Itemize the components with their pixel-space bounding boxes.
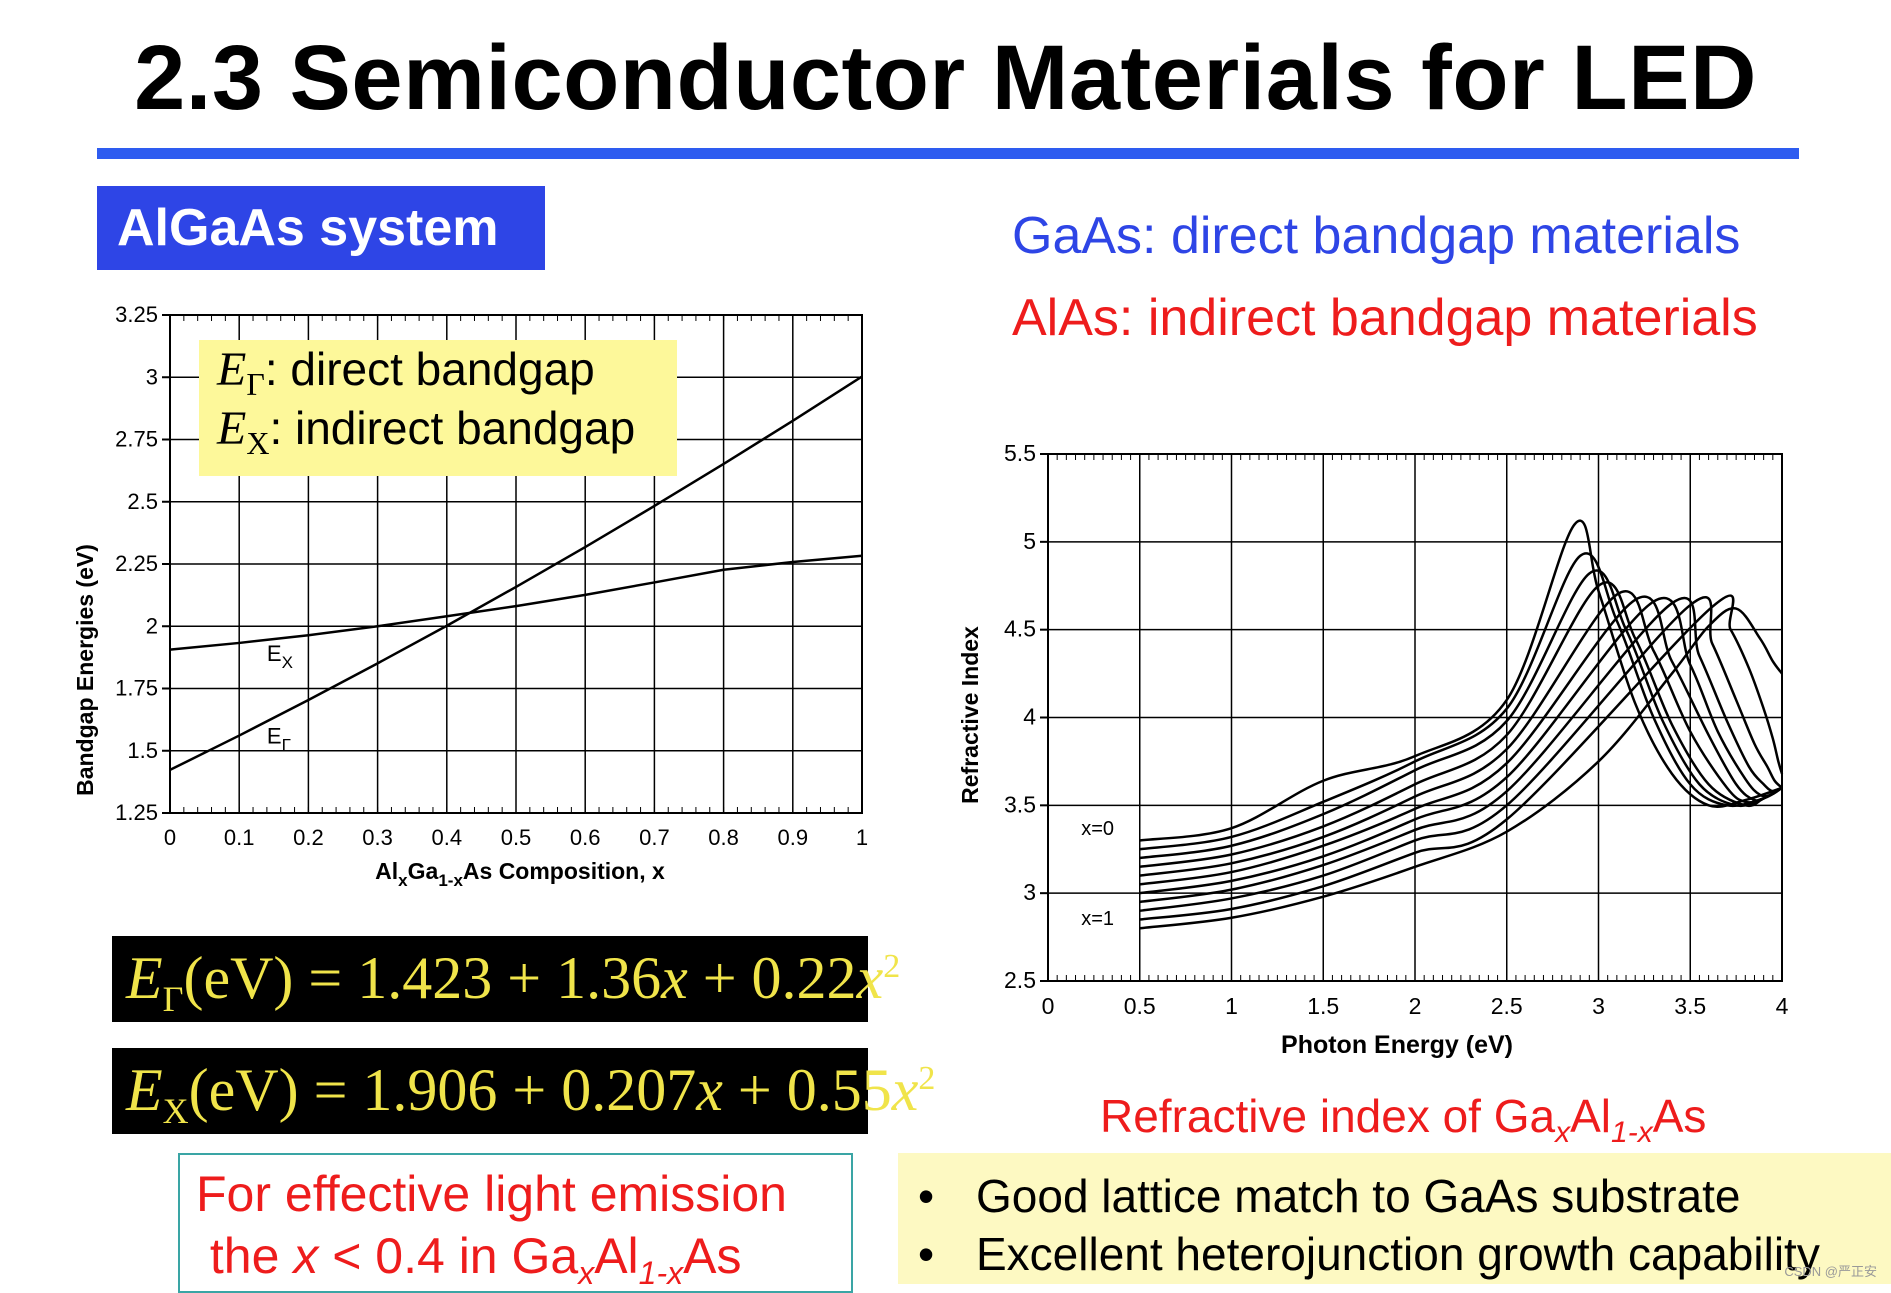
y-tick-label: 2.5 xyxy=(1004,967,1036,993)
x-tick-label: 3.5 xyxy=(1674,993,1706,1019)
bandgap-series-labels: EX EΓ xyxy=(267,641,293,754)
bandgap-legend: EΓ: direct bandgap EX: indirect bandgap xyxy=(199,340,677,476)
x-tick-label: 0.5 xyxy=(1124,993,1156,1019)
y-tick-label: 2.5 xyxy=(127,489,158,514)
x-tick-label: 2 xyxy=(1409,993,1422,1019)
equation-gamma: EΓ(eV) = 1.423 + 1.36x + 0.22x2 xyxy=(112,936,900,1022)
series-line-7 xyxy=(1139,596,1783,904)
alas-note: AlAs: indirect bandgap materials xyxy=(1012,289,1758,347)
series-line-1 xyxy=(1139,552,1783,851)
series-line-4 xyxy=(1139,590,1783,877)
y-tick-label: 3 xyxy=(146,364,158,389)
refractive-grid xyxy=(1047,453,1783,982)
x-tick-label: 1.5 xyxy=(1307,993,1339,1019)
series-label: EΓ xyxy=(267,723,291,754)
y-tick-label: 2 xyxy=(146,613,158,638)
bullet-box: • Good lattice match to GaAs substrate • E… xyxy=(898,1153,1891,1284)
x-tick-label: 0 xyxy=(1042,993,1055,1019)
y-tick-label: 1.25 xyxy=(115,800,158,825)
refractive-ticks: 0 0.5 1 1.5 2 2.5 3 3.5 4 2.5 3 3.5 4 4.5 5 5.5 xyxy=(1004,440,1789,1019)
y-tick-label: 2.25 xyxy=(115,551,158,576)
series-label: EX xyxy=(267,641,293,672)
x-tick-label: 4 xyxy=(1776,993,1789,1019)
series-line-6 xyxy=(1139,597,1783,895)
x-tick-label: 3 xyxy=(1592,993,1605,1019)
emission-line-1: For effective light emission xyxy=(196,1166,787,1222)
x-tick-label: 0.6 xyxy=(570,825,601,850)
bullet-dot-icon: • xyxy=(918,1170,935,1222)
bandgap-x-axis-label: AlxGa1-xAs Composition, x xyxy=(375,858,665,890)
bandgap-ticks: 0 0.1 0.2 0.3 0.4 0.5 0.6 0.7 0.8 0.9 1 1.25 1.5 1.75… xyxy=(115,302,868,850)
x-tick-label: 1 xyxy=(856,825,868,850)
bullet-dot-icon: • xyxy=(918,1228,935,1280)
x-tick-label: 0 xyxy=(164,825,176,850)
series-line-1 xyxy=(169,375,863,772)
y-tick-label: 4 xyxy=(1023,704,1036,730)
y-tick-label: 5.5 xyxy=(1004,440,1036,466)
series-line-8 xyxy=(1139,596,1783,912)
x-tick-label: 0.1 xyxy=(224,825,255,850)
y-tick-label: 3 xyxy=(1023,879,1036,905)
bandgap-y-axis-label: Bandgap Energies (eV) xyxy=(72,544,98,796)
title-rule xyxy=(97,148,1799,159)
y-tick-label: 1.5 xyxy=(127,738,158,763)
refractive-y-axis-label: Refractive Index xyxy=(957,626,983,804)
refractive-series xyxy=(1139,519,1784,930)
annotation-label: x=1 xyxy=(1081,908,1114,930)
annotation-label: x=0 xyxy=(1081,818,1114,840)
x-tick-label: 0.2 xyxy=(293,825,324,850)
emission-line-2: the x < 0.4 in GaxAl1-xAs xyxy=(209,1228,742,1291)
legend-gamma: EΓ: direct bandgap xyxy=(217,343,595,403)
section-badge: AlGaAs system xyxy=(97,186,545,270)
x-tick-label: 0.7 xyxy=(639,825,670,850)
legend-x: EX: indirect bandgap xyxy=(217,402,636,462)
y-tick-label: 3.5 xyxy=(1004,791,1036,817)
x-tick-label: 0.9 xyxy=(778,825,809,850)
refractive-annotations: x=0 x=1 xyxy=(1081,818,1114,930)
y-tick-label: 4.5 xyxy=(1004,616,1036,642)
x-tick-label: 2.5 xyxy=(1491,993,1523,1019)
gaas-note: GaAs: direct bandgap materials xyxy=(1012,207,1741,265)
x-tick-label: 0.5 xyxy=(501,825,532,850)
series-line-2 xyxy=(1139,569,1783,860)
series-line-9 xyxy=(1139,594,1784,921)
y-tick-label: 2.75 xyxy=(115,427,158,452)
refractive-caption: Refractive index of GaxAl1-xAs xyxy=(1100,1090,1707,1150)
page-title: 2.3 Semiconductor Materials for LED xyxy=(134,27,1757,129)
series-line-5 xyxy=(1139,595,1783,886)
y-tick-label: 1.75 xyxy=(115,676,158,701)
series-line-0 xyxy=(1139,519,1783,842)
y-tick-label: 5 xyxy=(1023,528,1036,554)
x-tick-label: 1 xyxy=(1225,993,1238,1019)
series-line-3 xyxy=(1139,581,1783,869)
refractive-index-chart: 0 0.5 1 1.5 2 2.5 3 3.5 42.533.544.555.5 x=0x=1 … xyxy=(957,440,1789,1059)
x-tick-label: 0.3 xyxy=(362,825,393,850)
refractive-x-axis-label: Photon Energy (eV) xyxy=(1281,1031,1513,1059)
x-tick-label: 0.4 xyxy=(432,825,463,850)
bullet-item: • Excellent heterojunction growth capabil… xyxy=(918,1225,1820,1283)
x-tick-label: 0.8 xyxy=(708,825,739,850)
y-tick-label: 3.25 xyxy=(115,302,158,327)
series-line-0 xyxy=(169,554,863,651)
watermark: CSDN @严正安 xyxy=(1784,1264,1877,1279)
series-line-10 xyxy=(1139,607,1784,930)
bullet-item: • Good lattice match to GaAs substrate xyxy=(918,1167,1740,1225)
emission-note: For effective light emission the x < 0.4… xyxy=(178,1153,853,1293)
bandgap-series xyxy=(169,375,863,772)
equation-x: EX(eV) = 1.906 + 0.207x + 0.55x2 xyxy=(112,1048,935,1134)
